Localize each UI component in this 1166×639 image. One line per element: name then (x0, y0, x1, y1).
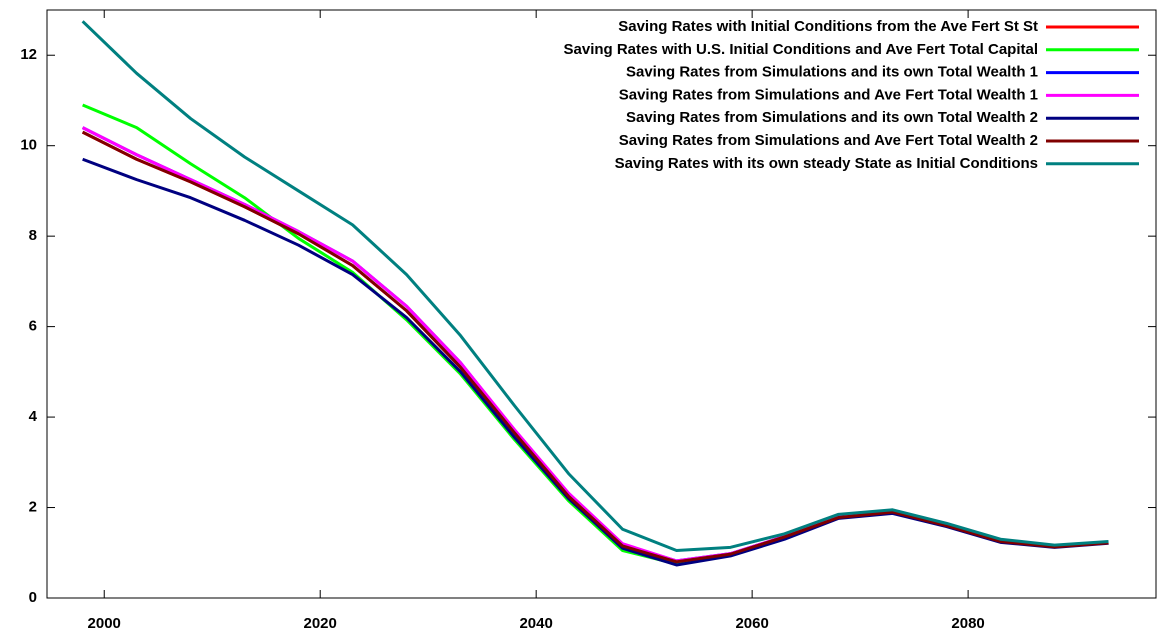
legend-label: Saving Rates from Simulations and its ow… (626, 109, 1038, 126)
x-tick-label: 2000 (88, 615, 121, 632)
legend-item: Saving Rates from Simulations and its ow… (626, 64, 1139, 81)
legend-label: Saving Rates with Initial Conditions fro… (618, 18, 1038, 35)
x-tick-label: 2060 (735, 615, 768, 632)
y-tick-label: 2 (29, 499, 37, 516)
y-tick-label: 6 (29, 318, 37, 335)
x-tick-label: 2040 (519, 615, 552, 632)
legend-item: Saving Rates with Initial Conditions fro… (618, 18, 1139, 35)
legend-label: Saving Rates from Simulations and Ave Fe… (619, 86, 1038, 103)
y-tick-label: 8 (29, 227, 37, 244)
y-tick-label: 4 (29, 408, 38, 425)
legend-label: Saving Rates from Simulations and Ave Fe… (619, 132, 1038, 149)
legend-item: Saving Rates from Simulations and Ave Fe… (619, 86, 1139, 103)
plot-border (46, 9, 1157, 599)
legend-label: Saving Rates with its own steady State a… (615, 155, 1038, 172)
series-line (81, 20, 1109, 553)
legend-item: Saving Rates from Simulations and its ow… (626, 109, 1139, 126)
legend-item: Saving Rates from Simulations and Ave Fe… (619, 132, 1139, 149)
series-line (82, 157, 1109, 567)
legend-item: Saving Rates with U.S. Initial Condition… (564, 41, 1139, 58)
legend-label: Saving Rates from Simulations and its ow… (626, 64, 1038, 81)
y-tick-label: 12 (20, 46, 37, 63)
series-line (81, 130, 1109, 564)
legend-label: Saving Rates with U.S. Initial Condition… (564, 41, 1039, 58)
y-tick-label: 0 (29, 589, 37, 606)
x-tick-label: 2020 (304, 615, 337, 632)
legend-item: Saving Rates with its own steady State a… (615, 155, 1139, 172)
y-tick-label: 10 (20, 137, 37, 154)
series-line (81, 130, 1109, 564)
x-tick-label: 2080 (951, 615, 984, 632)
series-line (82, 103, 1109, 566)
